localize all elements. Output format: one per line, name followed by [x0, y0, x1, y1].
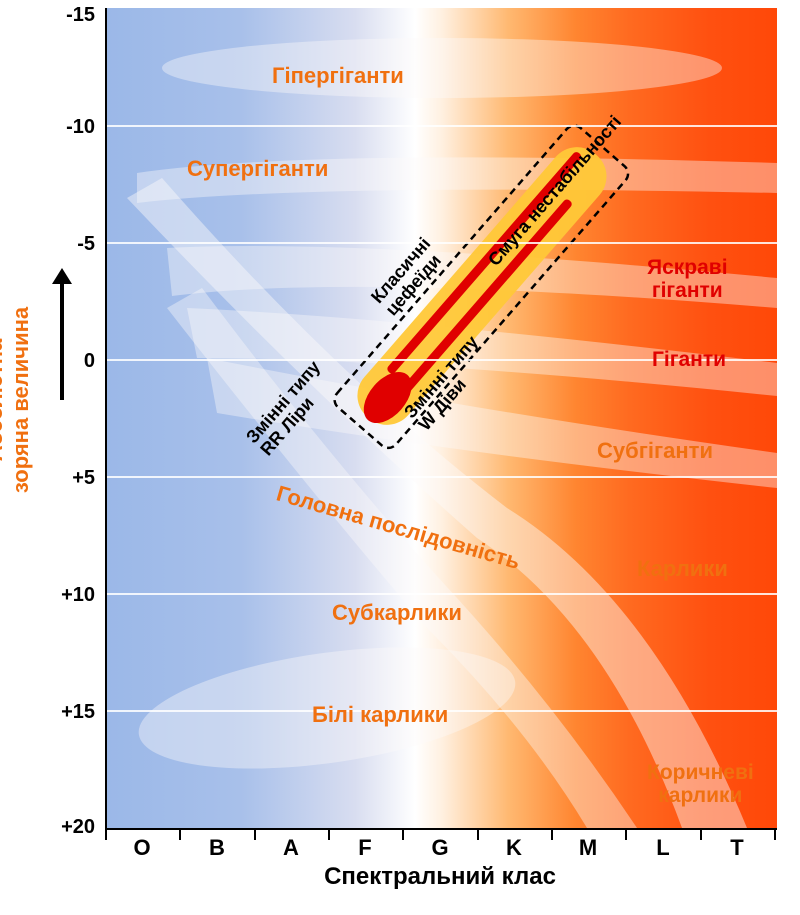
label-subgiants: Субгіганти — [597, 438, 713, 464]
x-tick-mark — [105, 828, 107, 840]
label-white-dwarfs: Білі карлики — [312, 702, 448, 728]
label-dwarfs: Карлики — [637, 556, 728, 582]
x-tick-mark — [774, 828, 776, 840]
y-tick: -15 — [45, 4, 95, 27]
label-classical-cepheids: Класичніцефеїди — [368, 234, 449, 319]
y-tick: +20 — [45, 816, 95, 839]
x-tick-mark — [700, 828, 702, 840]
label-main-sequence: Головна послідовність — [273, 481, 523, 576]
x-tick-mark — [551, 828, 553, 840]
x-tick: L — [648, 835, 678, 861]
x-tick-mark — [625, 828, 627, 840]
hr-diagram-chart: Гіпергіганти Супергіганти Яскравігіганти… — [105, 8, 775, 858]
gridline — [107, 242, 777, 244]
label-bright-giants: Яскравігіганти — [647, 256, 728, 302]
gridline — [107, 476, 777, 478]
label-rr-lyrae: Змінні типуRR Ліри — [243, 357, 339, 459]
label-supergiants: Супергіганти — [187, 156, 328, 182]
y-tick: +15 — [45, 701, 95, 724]
x-tick: A — [276, 835, 306, 861]
gridline — [107, 125, 777, 127]
x-tick: F — [350, 835, 380, 861]
label-hypergiants: Гіпергіганти — [272, 63, 404, 89]
label-instability-band: Смуга нестабільності — [484, 112, 626, 271]
y-tick: -5 — [45, 233, 95, 256]
x-tick: K — [499, 835, 529, 861]
x-tick: T — [722, 835, 752, 861]
label-w-virginis: Змінні типуW Діви — [401, 332, 497, 434]
x-tick-mark — [328, 828, 330, 840]
y-axis-arrow-icon — [60, 280, 64, 400]
x-axis-label: Спектральний клас — [105, 863, 775, 891]
label-giants: Гіганти — [652, 348, 726, 372]
y-tick: -10 — [45, 116, 95, 139]
x-tick-mark — [254, 828, 256, 840]
x-tick: M — [573, 835, 603, 861]
label-subdwarfs: Субкарлики — [332, 600, 462, 626]
gridline — [107, 593, 777, 595]
label-brown-dwarfs: Коричневікарлики — [647, 761, 754, 807]
x-tick: B — [202, 835, 232, 861]
x-tick: G — [425, 835, 455, 861]
x-tick-mark — [477, 828, 479, 840]
x-tick-mark — [402, 828, 404, 840]
x-tick-mark — [179, 828, 181, 840]
y-tick: +5 — [45, 467, 95, 490]
plot-area: Гіпергіганти Супергіганти Яскравігіганти… — [105, 8, 777, 830]
x-tick: O — [127, 835, 157, 861]
y-tick: 0 — [45, 350, 95, 373]
y-tick: +10 — [45, 584, 95, 607]
